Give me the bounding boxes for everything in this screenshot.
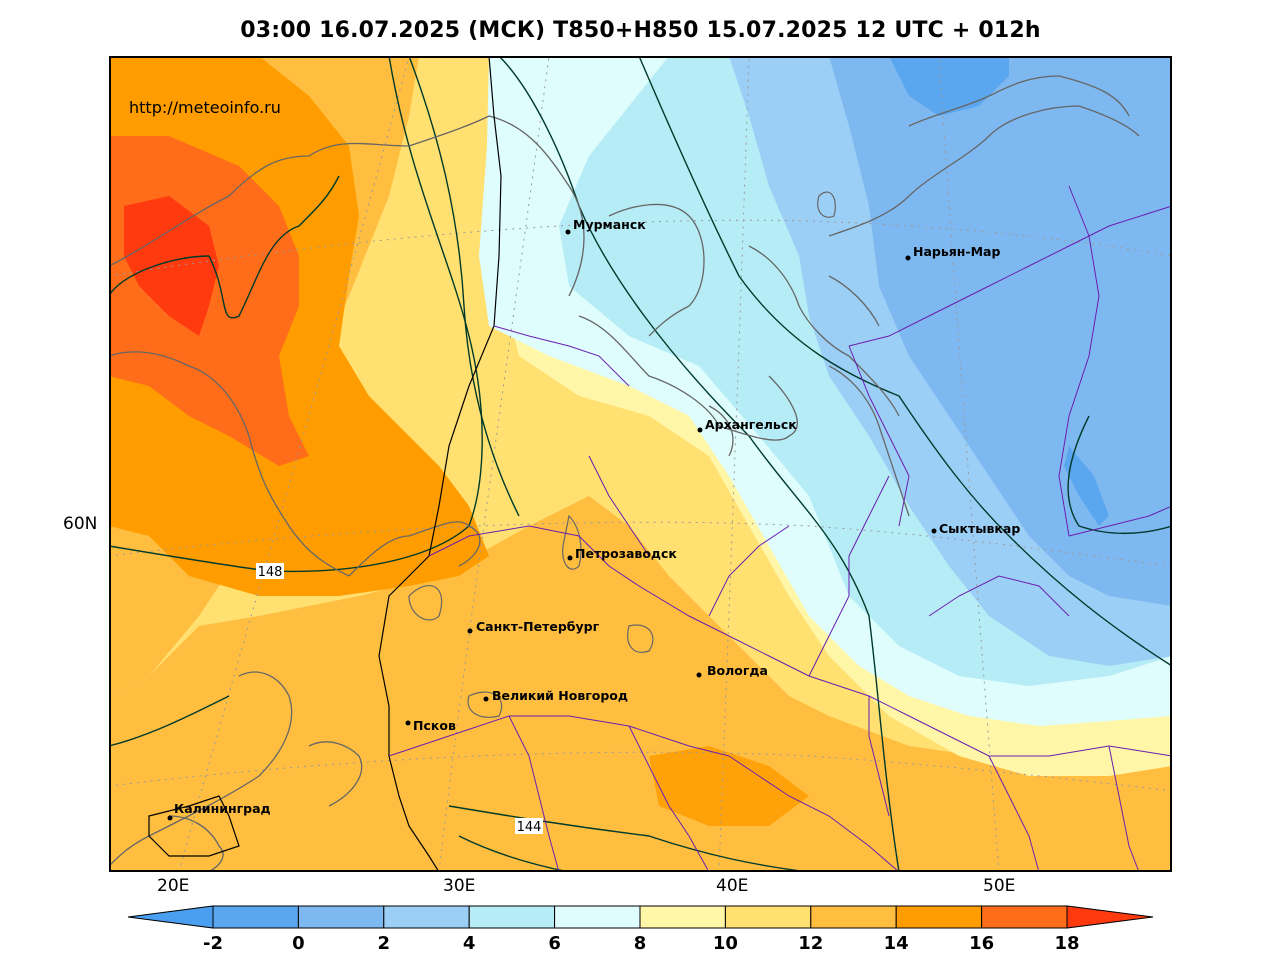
city-kaliningrad: Калининград [167, 801, 271, 821]
graticule [109, 56, 1172, 872]
city-murmansk: Мурманск [565, 217, 646, 235]
legend-swatch [554, 905, 641, 929]
band-12-14-south [109, 496, 1172, 872]
national-borders [148, 56, 502, 872]
city-label: Калининград [174, 801, 271, 816]
legend-tick-label: 2 [378, 933, 391, 954]
legend-swatch [895, 905, 983, 929]
geopotential-contours [109, 56, 1172, 872]
legend-tick-label: 8 [634, 933, 647, 954]
map-title: 03:00 16.07.2025 (МСК) T850+H850 15.07.2… [240, 18, 1041, 43]
lon-label-20e: 20E [157, 876, 190, 896]
map-frame [109, 56, 1172, 872]
city-label: Вологда [707, 663, 768, 678]
legend-swatch [297, 905, 385, 929]
city-label: Мурманск [573, 217, 646, 232]
lon-label-50e: 50E [983, 876, 1016, 896]
coastlines [109, 75, 1140, 872]
legend-tick-label: 10 [713, 933, 738, 954]
legend-swatch [639, 905, 726, 929]
lat-label-60n: 60N [63, 514, 98, 534]
legend-swatch [383, 905, 470, 929]
city-saint-petersburg: Санкт-Петербург [467, 619, 600, 634]
lon-label-40e: 40E [716, 876, 749, 896]
watermark-url: http://meteoinfo.ru [129, 98, 281, 117]
legend-arrow-high [1066, 905, 1154, 929]
city-syktyvkar: Сыктывкар [931, 521, 1020, 536]
city-arkhangelsk: Архангельск [697, 417, 797, 433]
band-neg2-0-east [1064, 446, 1109, 526]
city-naryan-mar: Нарьян-Мар [905, 244, 1000, 261]
legend-arrow-low [127, 905, 214, 929]
city-label: Сыктывкар [939, 521, 1020, 536]
city-label: Санкт-Петербург [476, 619, 600, 634]
legend-tick-label: -2 [203, 933, 223, 954]
city-vologda: Вологда [696, 663, 768, 678]
city-veliky-novgorod: Великий Новгород [483, 688, 628, 703]
lakes [408, 191, 836, 718]
contour-value-144: 144 [517, 820, 542, 835]
lon-label-30e: 30E [443, 876, 476, 896]
city-pskov: Псков [405, 718, 456, 733]
color-legend: -2 0 2 4 6 8 10 12 14 16 18 [0, 900, 1281, 960]
legend-swatch [810, 905, 897, 929]
legend-swatch [981, 905, 1068, 929]
temperature-map: 148 144 Мурманск Нарьян-Мар Архангельск … [109, 56, 1172, 872]
legend-tick-label: 4 [463, 933, 476, 954]
band-14-16-south [649, 746, 809, 826]
legend-swatch [468, 905, 556, 929]
legend-tick-label: 12 [798, 933, 823, 954]
city-petrozavodsk: Петрозаводск [567, 546, 677, 561]
legend-tick-label: 18 [1054, 933, 1079, 954]
city-label: Великий Новгород [492, 688, 628, 703]
city-label: Псков [413, 718, 456, 733]
contour-label-148: 148 [256, 563, 284, 580]
city-label: Архангельск [705, 417, 797, 432]
contour-value-148: 148 [258, 565, 283, 580]
contour-label-144: 144 [515, 818, 543, 835]
legend-tick-label: 0 [292, 933, 305, 954]
regional-borders [388, 185, 1172, 872]
legend-tick-label: 6 [548, 933, 561, 954]
legend-swatch [212, 905, 299, 929]
city-label: Нарьян-Мар [913, 244, 1000, 259]
legend-swatch [724, 905, 812, 929]
city-label: Петрозаводск [575, 546, 677, 561]
legend-tick-label: 16 [969, 933, 994, 954]
legend-tick-label: 14 [884, 933, 909, 954]
